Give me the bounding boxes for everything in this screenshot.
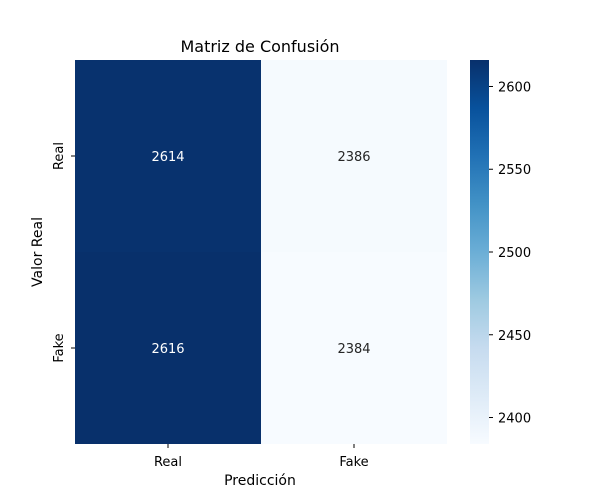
y-axis-label: Valor Real — [30, 217, 46, 287]
colorbar-tick-label-0: 2400 — [498, 412, 531, 427]
colorbar-tick-label-4: 2600 — [498, 80, 531, 95]
colorbar-ticks: 2400 2450 2500 2550 2600 — [489, 80, 531, 427]
colorbar: 2400 2450 2500 2550 2600 — [470, 60, 531, 444]
cell-value-1-1: 2384 — [337, 342, 370, 357]
heatmap-cell-0-1 — [261, 60, 447, 252]
heatmap-cells — [75, 60, 447, 444]
y-axis: Real Fake — [52, 142, 75, 363]
colorbar-tick-label-3: 2550 — [498, 163, 531, 178]
cell-value-1-0: 2616 — [151, 342, 184, 357]
colorbar-tick-label-1: 2450 — [498, 329, 531, 344]
colorbar-gradient — [470, 60, 489, 444]
x-axis: Real Fake — [154, 444, 369, 470]
y-tick-label-1: Fake — [52, 333, 67, 362]
x-axis-label: Predicción — [224, 473, 296, 489]
cell-annotations: 2614 2386 2616 2384 — [151, 150, 370, 357]
chart-title: Matriz de Confusión — [180, 37, 339, 56]
colorbar-tick-label-2: 2500 — [498, 246, 531, 261]
heatmap-cell-1-0 — [75, 252, 261, 444]
cell-value-0-1: 2386 — [337, 150, 370, 165]
heatmap-cell-1-1 — [261, 252, 447, 444]
heatmap-cell-0-0 — [75, 60, 261, 252]
cell-value-0-0: 2614 — [151, 150, 184, 165]
x-tick-label-0: Real — [154, 455, 182, 470]
y-tick-label-0: Real — [52, 142, 67, 170]
x-tick-label-1: Fake — [339, 455, 368, 470]
